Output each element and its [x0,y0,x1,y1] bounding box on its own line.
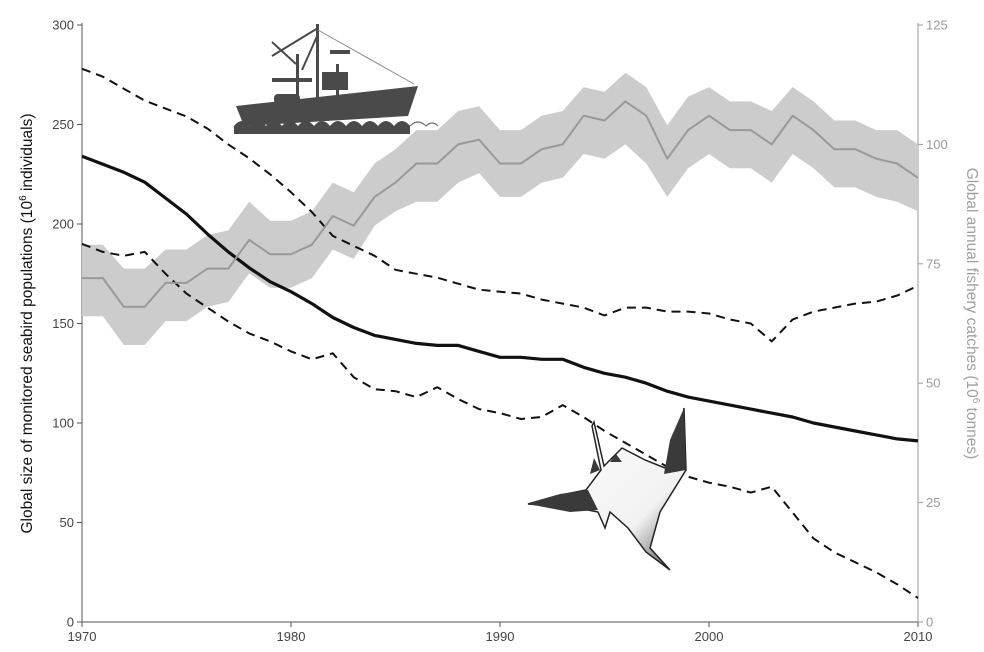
series-2-line [81,242,919,599]
series-3-confidence-band [82,72,918,346]
y-left-tick-label: 150 [52,316,74,331]
y-axis-left-title: Global size of monitored seabird populat… [18,113,36,533]
y-right-tick-label: 75 [926,256,940,271]
x-tick-label: 2000 [695,629,724,644]
x-tick-label: 1990 [486,629,515,644]
y-right-tick-label: 0 [926,615,933,630]
series-3-line [82,100,919,308]
y-left-tick-label: 200 [52,217,74,232]
y-right-tick-label: 50 [926,376,940,391]
fishing-boat-icon [234,24,439,134]
y-axis-right-title: Global annual fishery catches (106 tonne… [963,168,981,460]
chart-series [81,67,919,599]
y-left-tick-label: 100 [52,416,74,431]
seabird-icon [527,407,687,571]
y-right-tick-label: 125 [926,18,948,33]
axes: 1970 1980 1990 2000 201005010015020025030002… [18,18,981,645]
x-tick-label: 1970 [68,629,97,644]
series-0-line [81,154,919,443]
y-right-tick-label: 25 [926,495,940,510]
y-left-tick-label: 50 [60,515,74,530]
y-right-tick-label: 100 [926,137,948,152]
y-left-tick-label: 300 [52,18,74,33]
x-tick-label: 1980 [277,629,306,644]
y-left-tick-label: 0 [67,615,74,630]
x-tick-label: 2010 [904,629,933,644]
series-1-line [81,67,919,343]
y-left-tick-label: 250 [52,117,74,132]
